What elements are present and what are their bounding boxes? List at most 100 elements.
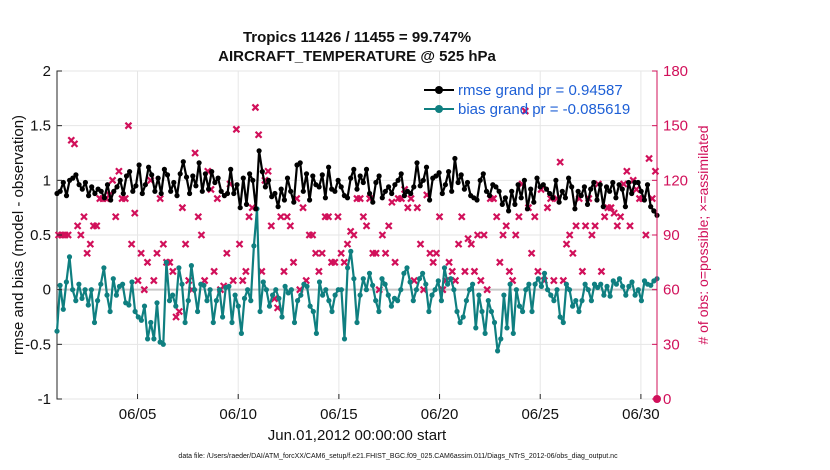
bias-point-141 bbox=[495, 348, 501, 354]
bias-point-176 bbox=[604, 283, 610, 289]
rmse-point-103 bbox=[379, 195, 385, 201]
obs-marker-28 bbox=[143, 258, 152, 267]
obs-marker-stroke-b bbox=[124, 121, 133, 130]
bias-point-180 bbox=[616, 276, 623, 282]
bias-point-122 bbox=[435, 278, 441, 284]
obs-marker-stroke-b bbox=[286, 222, 295, 230]
bias-point-156 bbox=[541, 270, 548, 276]
obs-marker-stroke-b bbox=[251, 103, 260, 112]
obs-marker-stroke-b bbox=[264, 167, 272, 176]
x-tick-label-5: 06/30 bbox=[622, 406, 660, 423]
obs-marker-stroke-b bbox=[499, 231, 507, 239]
obs-marker-stroke-b bbox=[64, 231, 72, 239]
obs-marker-stroke-b bbox=[343, 240, 352, 248]
obs-marker-104 bbox=[384, 222, 393, 230]
obs-marker-131 bbox=[470, 267, 479, 276]
rmse-point-135 bbox=[480, 171, 486, 177]
bias-point-31 bbox=[151, 336, 157, 342]
rmse-point-173 bbox=[600, 204, 606, 210]
rmse-point-11 bbox=[89, 184, 95, 190]
bias-point-144 bbox=[504, 325, 510, 331]
rmse-point-54 bbox=[224, 190, 231, 197]
rmse-point-136 bbox=[483, 188, 490, 194]
bias-point-68 bbox=[266, 303, 273, 309]
obs-marker-56 bbox=[232, 125, 241, 134]
bias-point-92 bbox=[341, 336, 348, 342]
obs-marker-stroke-b bbox=[378, 231, 387, 239]
rmse-point-88 bbox=[332, 188, 338, 194]
obs-marker-stroke-b bbox=[315, 267, 323, 276]
obs-marker-stroke-b bbox=[413, 203, 422, 212]
bias-point-170 bbox=[585, 287, 591, 293]
obs-marker-60 bbox=[245, 212, 253, 221]
obs-marker-140 bbox=[499, 231, 507, 239]
obs-marker-stroke-b bbox=[340, 258, 349, 267]
y2-tick-label-2: 60 bbox=[663, 282, 680, 299]
rmse-point-78 bbox=[300, 188, 306, 194]
rmse-point-154 bbox=[540, 182, 546, 188]
chart-subtitle: AIRCRAFT_TEMPERATURE @ 525 hPa bbox=[218, 48, 496, 65]
rmse-point-80 bbox=[307, 197, 313, 203]
rmse-point-137 bbox=[487, 193, 493, 199]
bias-point-142 bbox=[498, 336, 504, 342]
bias-point-38 bbox=[173, 303, 179, 309]
y-tick-label-5: 1.5 bbox=[30, 118, 51, 135]
rmse-point-77 bbox=[297, 160, 303, 166]
bias-point-70 bbox=[273, 287, 279, 293]
bias-point-154 bbox=[535, 276, 541, 282]
bias-point-40 bbox=[179, 281, 185, 287]
bias-point-183 bbox=[626, 283, 632, 289]
rmse-point-99 bbox=[367, 190, 373, 197]
rmse-point-141 bbox=[499, 201, 505, 207]
bias-point-59 bbox=[238, 330, 244, 336]
obs-marker-100 bbox=[372, 249, 380, 258]
obs-marker-120 bbox=[435, 212, 444, 221]
obs-marker-106 bbox=[391, 258, 399, 267]
bias-point-157 bbox=[545, 287, 551, 293]
obs-marker-stroke-b bbox=[619, 180, 628, 188]
bias-point-12 bbox=[91, 319, 98, 326]
rmse-point-7 bbox=[76, 182, 82, 188]
bias-point-124 bbox=[441, 265, 448, 271]
obs-marker-73 bbox=[286, 222, 295, 230]
y-tick-label-2: 0 bbox=[43, 282, 51, 299]
obs-marker-stroke-b bbox=[242, 267, 250, 276]
obs-marker-110 bbox=[404, 203, 412, 212]
bias-point-188 bbox=[641, 278, 648, 284]
obs-marker-132 bbox=[473, 231, 482, 239]
rmse-point-128 bbox=[458, 172, 464, 178]
obs-marker-123 bbox=[445, 258, 453, 267]
bias-point-11 bbox=[88, 287, 94, 293]
rmse-point-144 bbox=[509, 188, 515, 194]
rmse-point-167 bbox=[581, 184, 588, 190]
bias-point-173 bbox=[595, 284, 601, 291]
rmse-point-166 bbox=[578, 193, 584, 199]
obs-marker-stroke-b bbox=[178, 203, 187, 212]
rmse-point-108 bbox=[395, 177, 401, 183]
obs-marker-62 bbox=[251, 103, 260, 112]
obs-marker-stroke-b bbox=[496, 258, 504, 267]
rmse-point-1 bbox=[57, 188, 63, 194]
rmse-point-41 bbox=[183, 174, 190, 180]
obs-marker-stroke-b bbox=[283, 212, 291, 221]
rmse-point-55 bbox=[228, 166, 234, 172]
obs-marker-stroke-b bbox=[232, 125, 241, 134]
bias-point-126 bbox=[448, 276, 454, 282]
obs-marker-stroke-b bbox=[330, 258, 339, 267]
bias-point-91 bbox=[338, 287, 344, 293]
y-tick-label-4: 1 bbox=[43, 172, 51, 189]
rmse-point-92 bbox=[344, 195, 351, 201]
obs-marker-156 bbox=[550, 276, 558, 285]
bias-point-145 bbox=[507, 281, 513, 287]
obs-marker-139 bbox=[496, 258, 504, 267]
x-axis-label: Jun.01,2012 00:00:00 start bbox=[268, 427, 447, 444]
obs-marker-70 bbox=[277, 212, 285, 221]
obs-marker-stroke-b bbox=[578, 267, 587, 276]
obs-marker-stroke-b bbox=[521, 107, 530, 115]
obs-marker-stroke-b bbox=[359, 212, 368, 221]
rmse-point-177 bbox=[613, 195, 619, 201]
bias-point-174 bbox=[598, 281, 604, 287]
obs-marker-158 bbox=[556, 158, 564, 166]
rmse-point-172 bbox=[597, 182, 603, 188]
rmse-point-58 bbox=[237, 205, 243, 211]
